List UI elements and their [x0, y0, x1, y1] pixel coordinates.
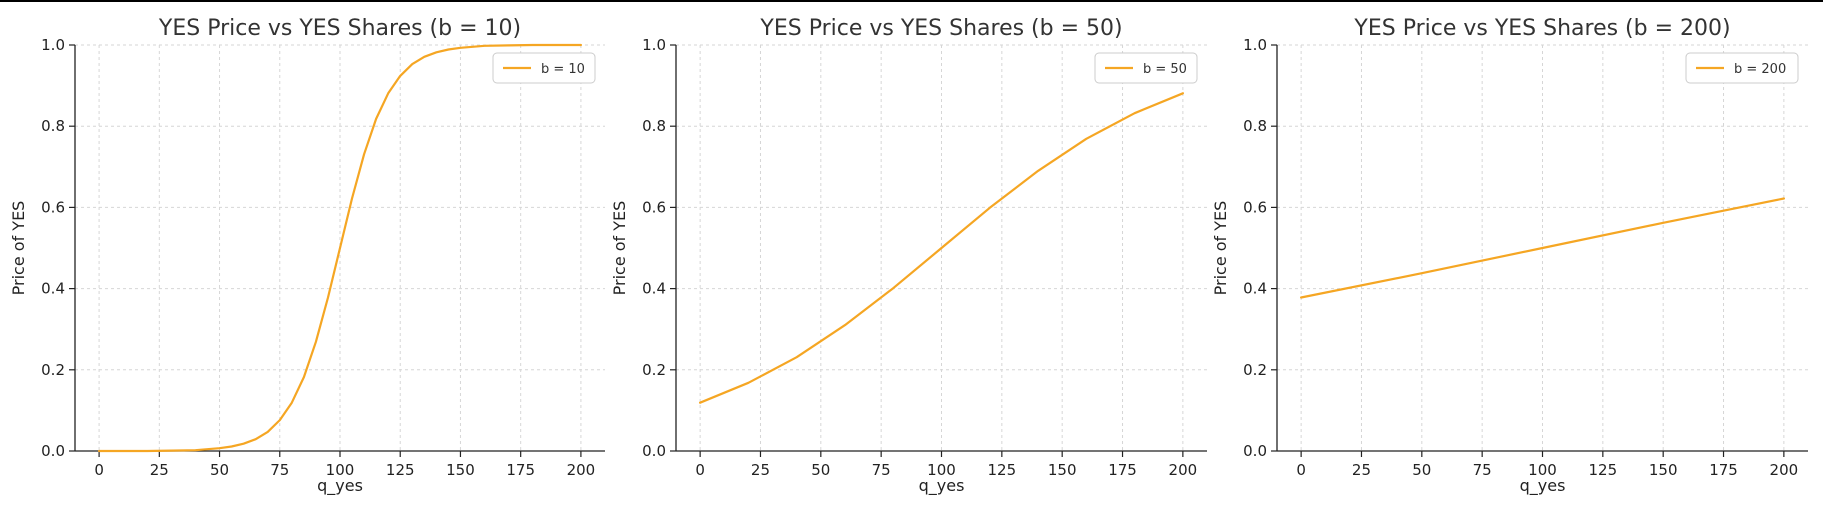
y-tick-label: 0.0 [642, 442, 666, 460]
legend: b = 200 [1685, 52, 1799, 84]
chart-panel-3: 0 25 50 75 100 125 150 175 200 0.0 0.2 0.4 0.6 0.8 1.0… [1211, 16, 1808, 496]
x-tick-label: 200 [1169, 461, 1198, 479]
x-tick-label: 125 [386, 461, 415, 479]
y-tick-label: 0.2 [642, 361, 666, 379]
x-tick-label: 150 [1048, 461, 1077, 479]
y-axis-label: Price of YES [9, 201, 28, 296]
y-tick-label: 1.0 [41, 36, 65, 54]
top-border [0, 0, 1823, 2]
x-axis-label: q_yes [1520, 476, 1566, 496]
y-tick-label: 1.0 [1243, 36, 1267, 54]
x-tick-label: 150 [446, 461, 475, 479]
y-tick-label: 0.2 [1243, 361, 1267, 379]
x-tick-label: 50 [210, 461, 229, 479]
x-tick-label: 100 [1528, 461, 1557, 479]
x-tick-label: 150 [1649, 461, 1678, 479]
y-tick-label: 0.8 [1243, 117, 1267, 135]
legend-box [492, 52, 596, 84]
x-tick-label: 125 [1589, 461, 1618, 479]
x-tick-label: 50 [1412, 461, 1431, 479]
y-tick-label: 0.8 [41, 117, 65, 135]
y-tick-label: 0.4 [1243, 280, 1267, 298]
x-tick-label: 25 [150, 461, 169, 479]
y-tick-label: 0.2 [41, 361, 65, 379]
x-tick-label: 0 [1296, 461, 1306, 479]
y-tick-label: 0.4 [41, 280, 65, 298]
x-tick-label: 175 [1108, 461, 1137, 479]
legend: b = 10 [492, 52, 596, 84]
legend: b = 50 [1094, 52, 1198, 84]
y-tick-label: 1.0 [642, 36, 666, 54]
y-tick-label: 0.6 [642, 198, 666, 216]
x-tick-label: 200 [1770, 461, 1799, 479]
x-tick-label: 75 [270, 461, 289, 479]
chart-title: YES Price vs YES Shares (b = 200) [1353, 16, 1730, 41]
legend-label: b = 200 [1734, 62, 1786, 77]
x-tick-label: 125 [988, 461, 1017, 479]
x-tick-label: 100 [927, 461, 956, 479]
x-tick-label: 100 [326, 461, 355, 479]
legend-label: b = 10 [541, 62, 585, 77]
legend-label: b = 50 [1143, 62, 1187, 77]
y-axis-label: Price of YES [610, 201, 629, 296]
series-line [1300, 197, 1785, 299]
y-tick-label: 0.4 [642, 280, 666, 298]
y-tick-label: 0.6 [1243, 198, 1267, 216]
y-axis-label: Price of YES [1211, 201, 1230, 296]
chart-panel-2: 0 25 50 75 100 125 150 175 200 0.0 0.2 0.4 0.6 0.8 1.0… [610, 16, 1207, 496]
x-tick-label: 25 [751, 461, 770, 479]
legend-box [1685, 52, 1799, 84]
y-tick-label: 0.0 [1243, 442, 1267, 460]
x-tick-label: 75 [872, 461, 891, 479]
x-tick-label: 175 [506, 461, 535, 479]
x-tick-label: 200 [567, 461, 596, 479]
x-tick-label: 25 [1352, 461, 1371, 479]
x-tick-label: 175 [1709, 461, 1738, 479]
y-tick-label: 0.6 [41, 198, 65, 216]
y-tick-label: 0.8 [642, 117, 666, 135]
legend-box [1094, 52, 1198, 84]
chart-panel-1: 0 25 50 75 100 125 150 175 200 0.0 0.2 0.4 0.6 0.8 1.0… [9, 16, 605, 496]
x-tick-label: 50 [811, 461, 830, 479]
x-axis-label: q_yes [317, 476, 363, 496]
series-line [98, 43, 582, 453]
x-axis-label: q_yes [919, 476, 965, 496]
x-tick-label: 0 [695, 461, 705, 479]
x-tick-label: 0 [94, 461, 104, 479]
chart-title: YES Price vs YES Shares (b = 10) [158, 16, 521, 41]
chart-title: YES Price vs YES Shares (b = 50) [759, 16, 1122, 41]
series-line [699, 92, 1184, 404]
x-tick-label: 75 [1473, 461, 1492, 479]
y-tick-label: 0.0 [41, 442, 65, 460]
